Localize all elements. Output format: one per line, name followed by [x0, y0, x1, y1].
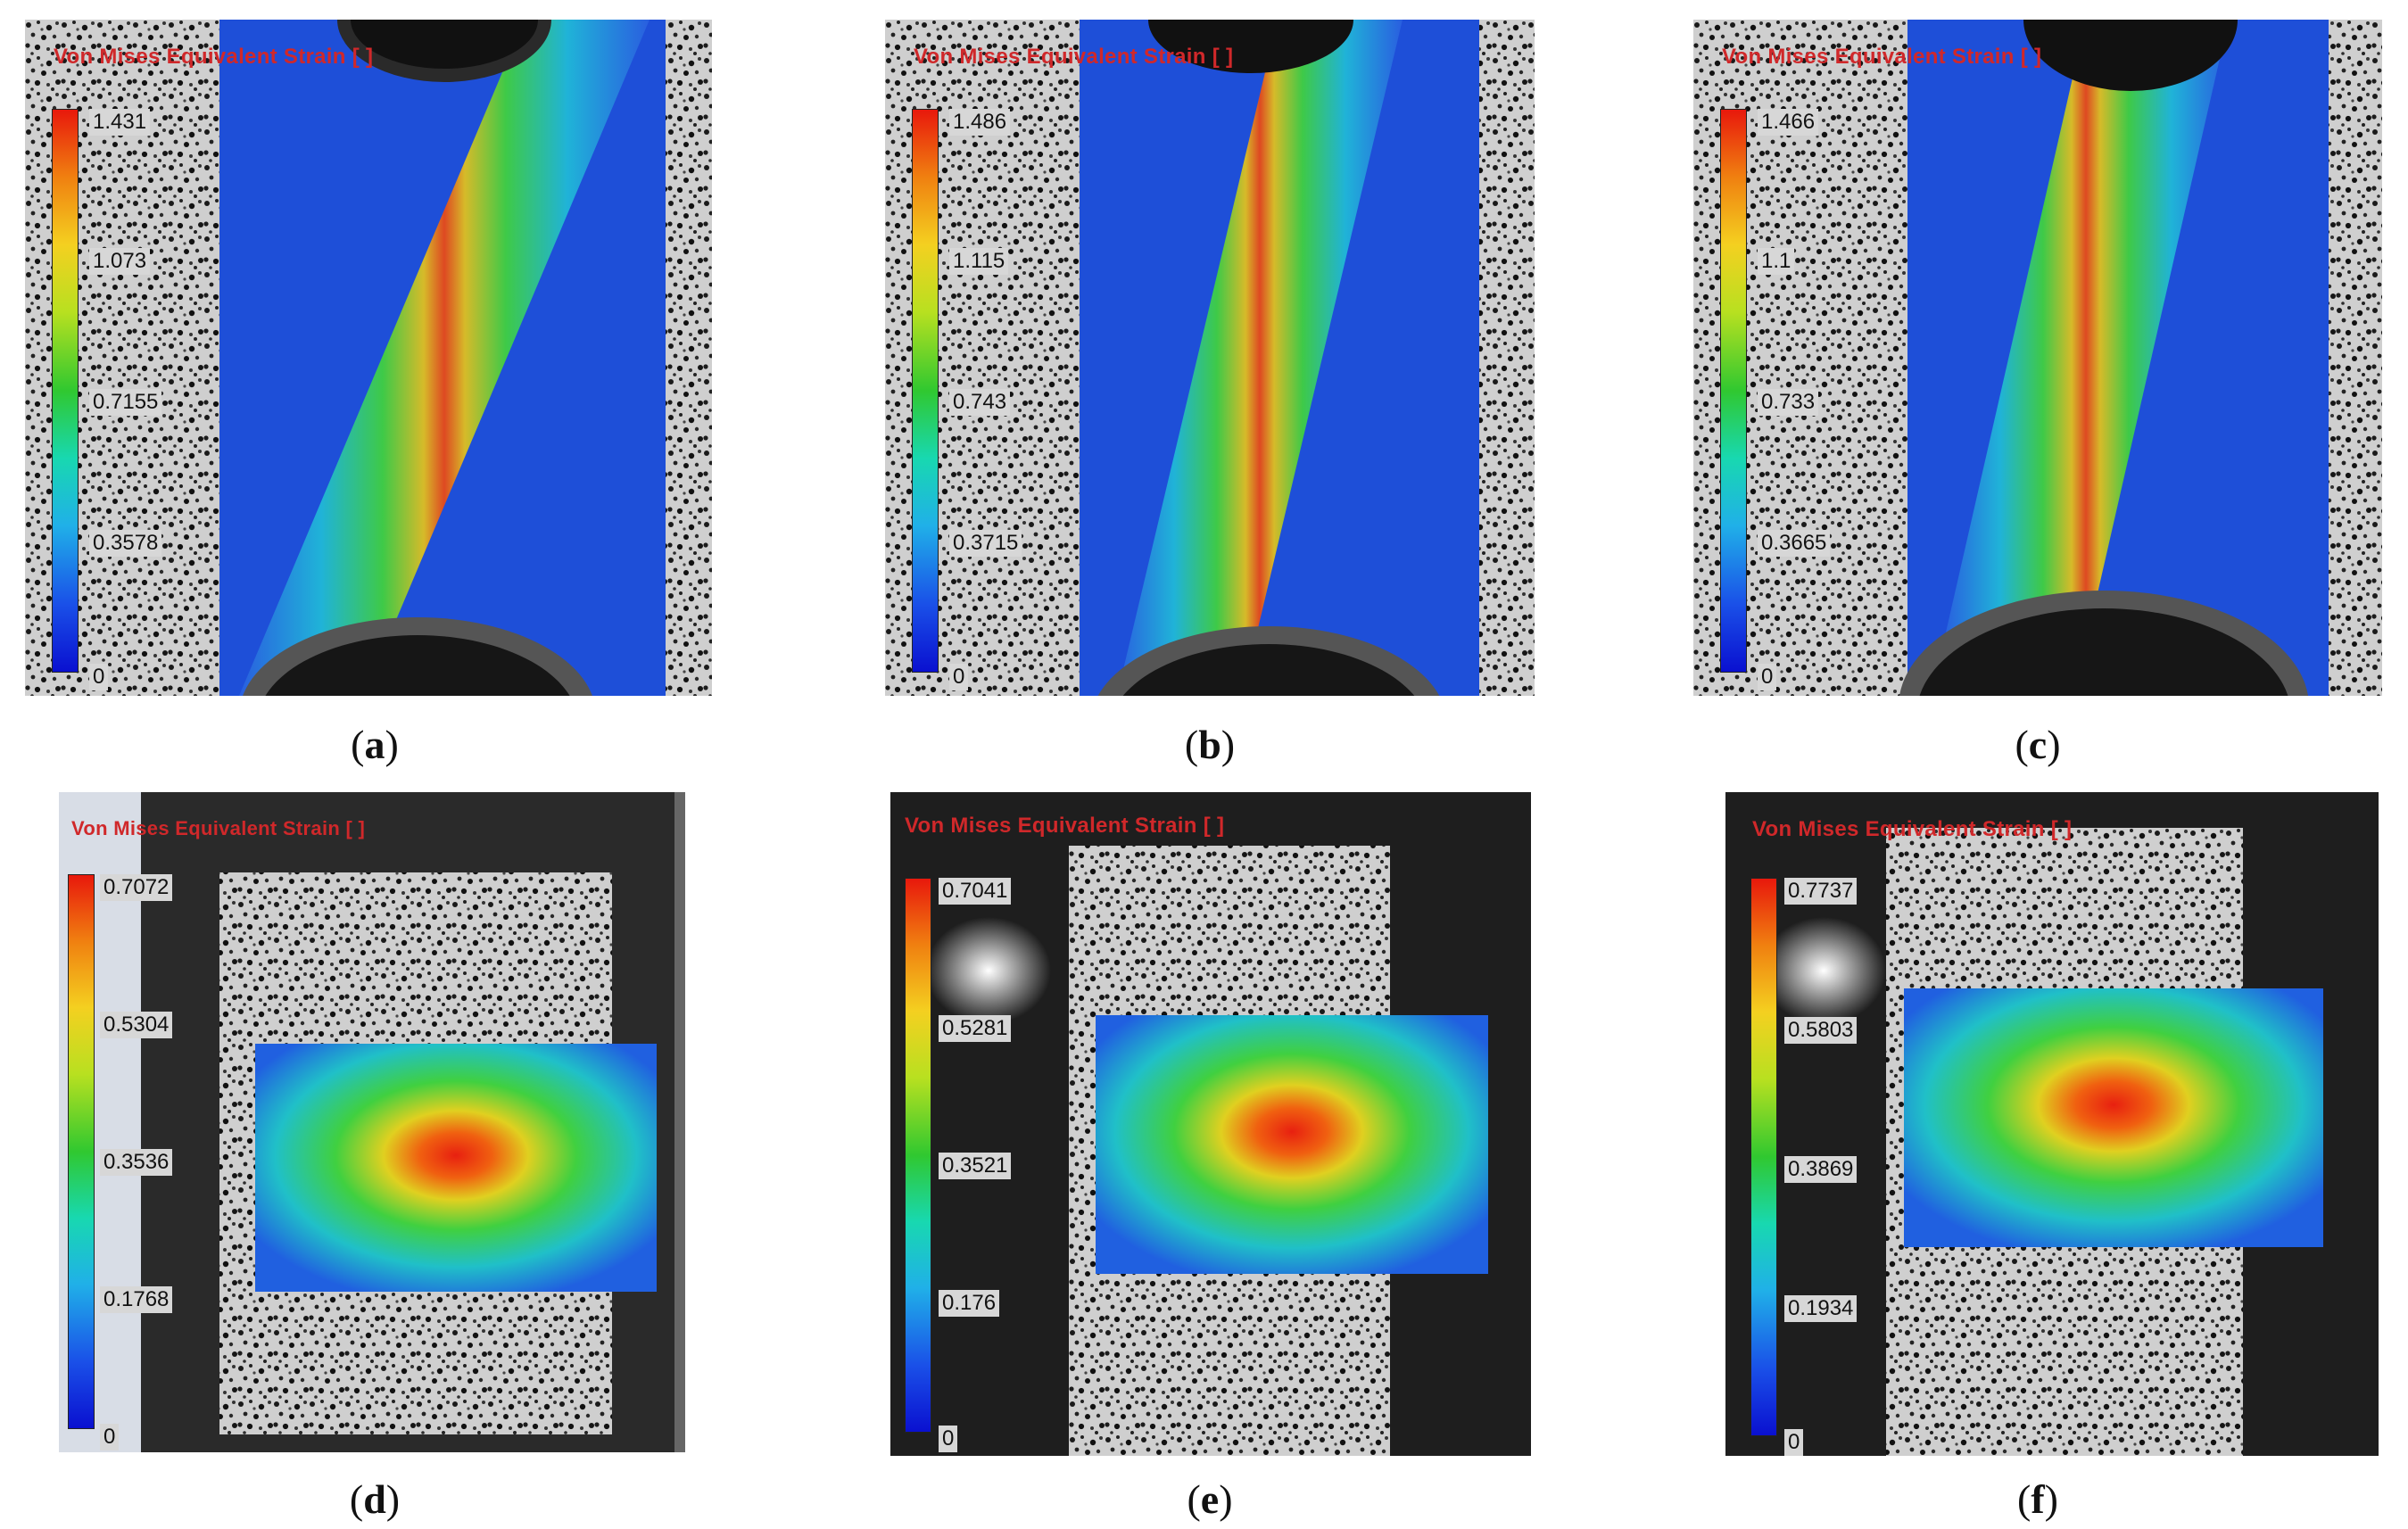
tick-label: 1.466: [1758, 109, 1819, 136]
panel-e: Von Mises Equivalent Strain [ ] 0.7041 0…: [890, 792, 1531, 1456]
strain-field-image-c: [1693, 20, 2382, 696]
colorbar-title: Von Mises Equivalent Strain [ ]: [914, 45, 1234, 69]
colorbar: [905, 878, 931, 1433]
tick-label: 0: [89, 664, 109, 690]
tick-label: 0.3521: [939, 1153, 1012, 1179]
colorbar: [1720, 109, 1747, 673]
caption-f: (f): [2017, 1476, 2058, 1522]
tick-label: 0.3578: [89, 530, 162, 557]
tick-label: 1.1: [1758, 248, 1795, 275]
caption-a: (a): [351, 722, 399, 767]
colorbar: [52, 109, 79, 673]
panel-c: Von Mises Equivalent Strain [ ] 1.466 1.…: [1693, 20, 2382, 696]
caption-e: (e): [1187, 1476, 1233, 1522]
strain-field-image-f: [1725, 792, 2379, 1456]
tick-label: 0: [100, 1424, 120, 1450]
tick-label: 0.1934: [1784, 1295, 1858, 1322]
tick-label: 0: [1784, 1429, 1804, 1456]
tick-label: 0.733: [1758, 389, 1819, 416]
tick-label: 0.176: [939, 1290, 1000, 1317]
tick-label: 1.073: [89, 248, 151, 275]
tick-label: 0: [949, 664, 969, 690]
colorbar: [912, 109, 939, 673]
tick-label: 1.115: [949, 248, 1009, 275]
tick-label: 0.7737: [1784, 878, 1858, 905]
tick-label: 0.7072: [100, 874, 173, 901]
tick-label: 0.743: [949, 389, 1011, 416]
panel-d: Von Mises Equivalent Strain [ ] 0.7072 0…: [59, 792, 685, 1452]
tick-label: 0: [939, 1426, 958, 1452]
colorbar-title: Von Mises Equivalent Strain [ ]: [71, 817, 366, 839]
colorbar: [68, 874, 95, 1429]
strain-field-image-e: [890, 792, 1531, 1456]
panel-b: Von Mises Equivalent Strain [ ] 1.486 1.…: [885, 20, 1535, 696]
tick-label: 0.5281: [939, 1015, 1012, 1042]
colorbar-title: Von Mises Equivalent Strain [ ]: [1722, 45, 2042, 69]
tick-label: 0.3536: [100, 1149, 173, 1176]
colorbar-title: Von Mises Equivalent Strain [ ]: [1752, 817, 2073, 841]
tick-label: 0.5803: [1784, 1017, 1858, 1044]
tick-label: 1.431: [89, 109, 151, 136]
tick-label: 0.1768: [100, 1286, 173, 1313]
colorbar: [1750, 878, 1777, 1436]
panel-a: Von Mises Equivalent Strain [ ] 1.431 1.…: [25, 20, 712, 696]
colorbar-title: Von Mises Equivalent Strain [ ]: [905, 814, 1225, 838]
tick-label: 0: [1758, 664, 1777, 690]
tick-label: 0.5304: [100, 1012, 173, 1038]
tick-label: 0.3869: [1784, 1156, 1858, 1183]
colorbar-title: Von Mises Equivalent Strain [ ]: [54, 45, 374, 69]
tick-label: 0.7155: [89, 389, 162, 416]
tick-label: 0.7041: [939, 878, 1012, 905]
caption-b: (b): [1184, 722, 1236, 767]
tick-label: 1.486: [949, 109, 1011, 136]
tick-label: 0.3665: [1758, 530, 1831, 557]
caption-c: (c): [2015, 722, 2061, 767]
panel-f: Von Mises Equivalent Strain [ ] 0.7737 0…: [1725, 792, 2379, 1456]
tick-label: 0.3715: [949, 530, 1022, 557]
caption-d: (d): [349, 1476, 401, 1522]
strain-field-image-a: [25, 20, 712, 696]
